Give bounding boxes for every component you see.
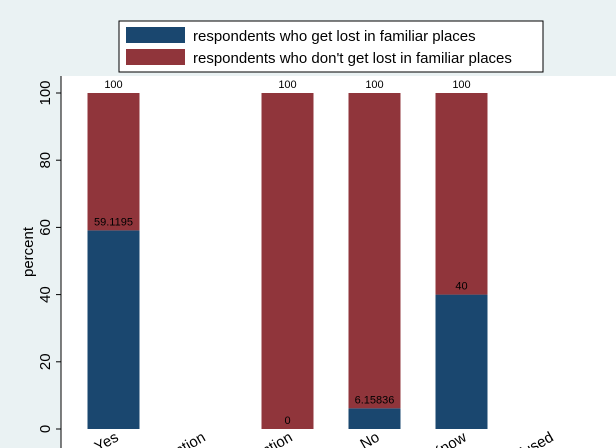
data-label-lost-3: 6.15836 [355, 394, 395, 406]
data-label-lost-4: 40 [455, 281, 467, 293]
plot-area [61, 76, 616, 448]
legend-label-lost: respondents who get lost in familiar pla… [193, 28, 476, 45]
y-tick-label-100: 100 [37, 80, 54, 105]
y-tick-label-0: 0 [37, 425, 54, 433]
legend-swatch-not-lost [126, 49, 185, 65]
data-label-lost-0: 59.1195 [94, 216, 133, 228]
bar-lost-4 [435, 294, 488, 429]
y-tick-label-80: 80 [37, 152, 54, 169]
bars-group [87, 93, 488, 429]
bar-not-lost-0 [87, 93, 140, 231]
y-tick-label-40: 40 [37, 286, 54, 303]
bar-lost-3 [348, 408, 401, 429]
legend-label-not-lost: respondents who don't get lost in famili… [193, 50, 512, 67]
legend-swatch-lost [126, 27, 185, 43]
y-axis-ticks: 0 20 40 60 80 100 [37, 80, 61, 433]
bar-not-lost-2 [261, 93, 314, 429]
bar-lost-0 [87, 230, 140, 429]
bar-not-lost-3 [348, 93, 401, 409]
legend: respondents who get lost in familiar pla… [118, 20, 544, 73]
data-labels-group: 59.1195 100 0 100 6.15836 100 40 100 [94, 79, 471, 427]
data-label-total-3: 100 [365, 79, 383, 91]
data-label-lost-2: 0 [284, 415, 290, 427]
y-tick-label-60: 60 [37, 219, 54, 236]
data-label-total-0: 100 [104, 79, 122, 91]
data-label-total-2: 100 [278, 79, 296, 91]
y-axis-title: percent [20, 226, 37, 277]
bar-not-lost-4 [435, 93, 488, 295]
y-tick-label-20: 20 [37, 353, 54, 370]
data-label-total-4: 100 [452, 79, 470, 91]
legend-box [118, 20, 544, 73]
